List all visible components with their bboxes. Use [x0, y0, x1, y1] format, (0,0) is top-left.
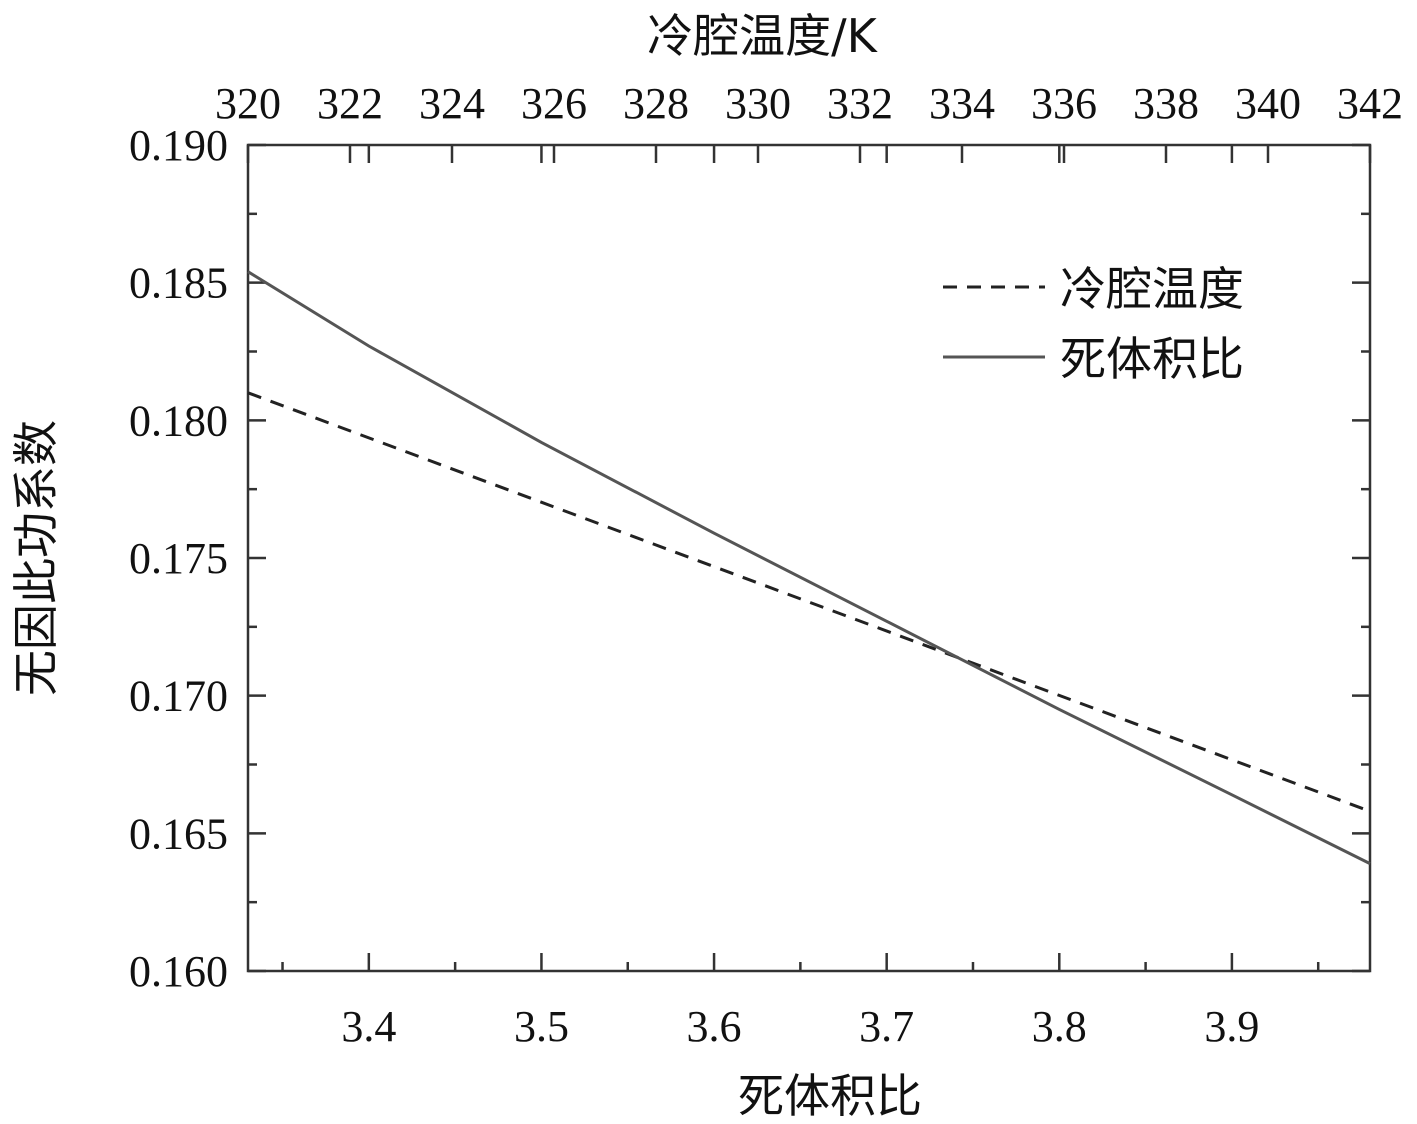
x-axis-title: 死体积比 [738, 1069, 922, 1123]
y-tick-label: 0.180 [129, 396, 228, 445]
y-axis-title: 无因此功系数 [9, 420, 63, 696]
x2-tick-label: 324 [419, 79, 485, 128]
x-tick-label: 3.6 [687, 1002, 742, 1051]
series-line-1 [247, 270, 1371, 865]
top-axis-title: 冷腔温度/K [647, 9, 878, 63]
series-layer [247, 270, 1371, 865]
x2-tick-label: 332 [827, 79, 893, 128]
x-tick-label: 3.4 [341, 1002, 396, 1051]
x-tick-label: 3.7 [859, 1002, 914, 1051]
x2-tick-label: 326 [521, 79, 587, 128]
x2-tick-label: 330 [725, 79, 791, 128]
legend-label-cold-temp: 冷腔温度 [1060, 262, 1244, 316]
x-tick-label: 3.9 [1204, 1002, 1259, 1051]
x2-tick-label: 342 [1337, 79, 1403, 128]
x2-tick-label: 320 [215, 79, 281, 128]
ticks-layer: 3.4 3.5 3.6 3.7 3.8 3.9 320 322 324 326 328 330 332 3… [129, 79, 1403, 1051]
y-tick-label: 0.175 [129, 534, 228, 583]
y-tick-label: 0.190 [129, 121, 228, 170]
legend: 冷腔温度 死体积比 [943, 262, 1244, 386]
y-tick-label: 0.165 [129, 809, 228, 858]
y-tick-label: 0.185 [129, 259, 228, 308]
x2-tick-label: 340 [1235, 79, 1301, 128]
x2-tick-label: 336 [1031, 79, 1097, 128]
x2-tick-label: 328 [623, 79, 689, 128]
x2-tick-label: 322 [317, 79, 383, 128]
legend-label-dead-volume: 死体积比 [1060, 332, 1244, 386]
x2-tick-label: 334 [929, 79, 995, 128]
x-tick-label: 3.8 [1032, 1002, 1087, 1051]
y-tick-label: 0.170 [129, 672, 228, 721]
x2-tick-label: 338 [1133, 79, 1199, 128]
series-line-0 [247, 391, 1371, 813]
y-tick-label: 0.160 [129, 947, 228, 996]
x-tick-label: 3.5 [514, 1002, 569, 1051]
